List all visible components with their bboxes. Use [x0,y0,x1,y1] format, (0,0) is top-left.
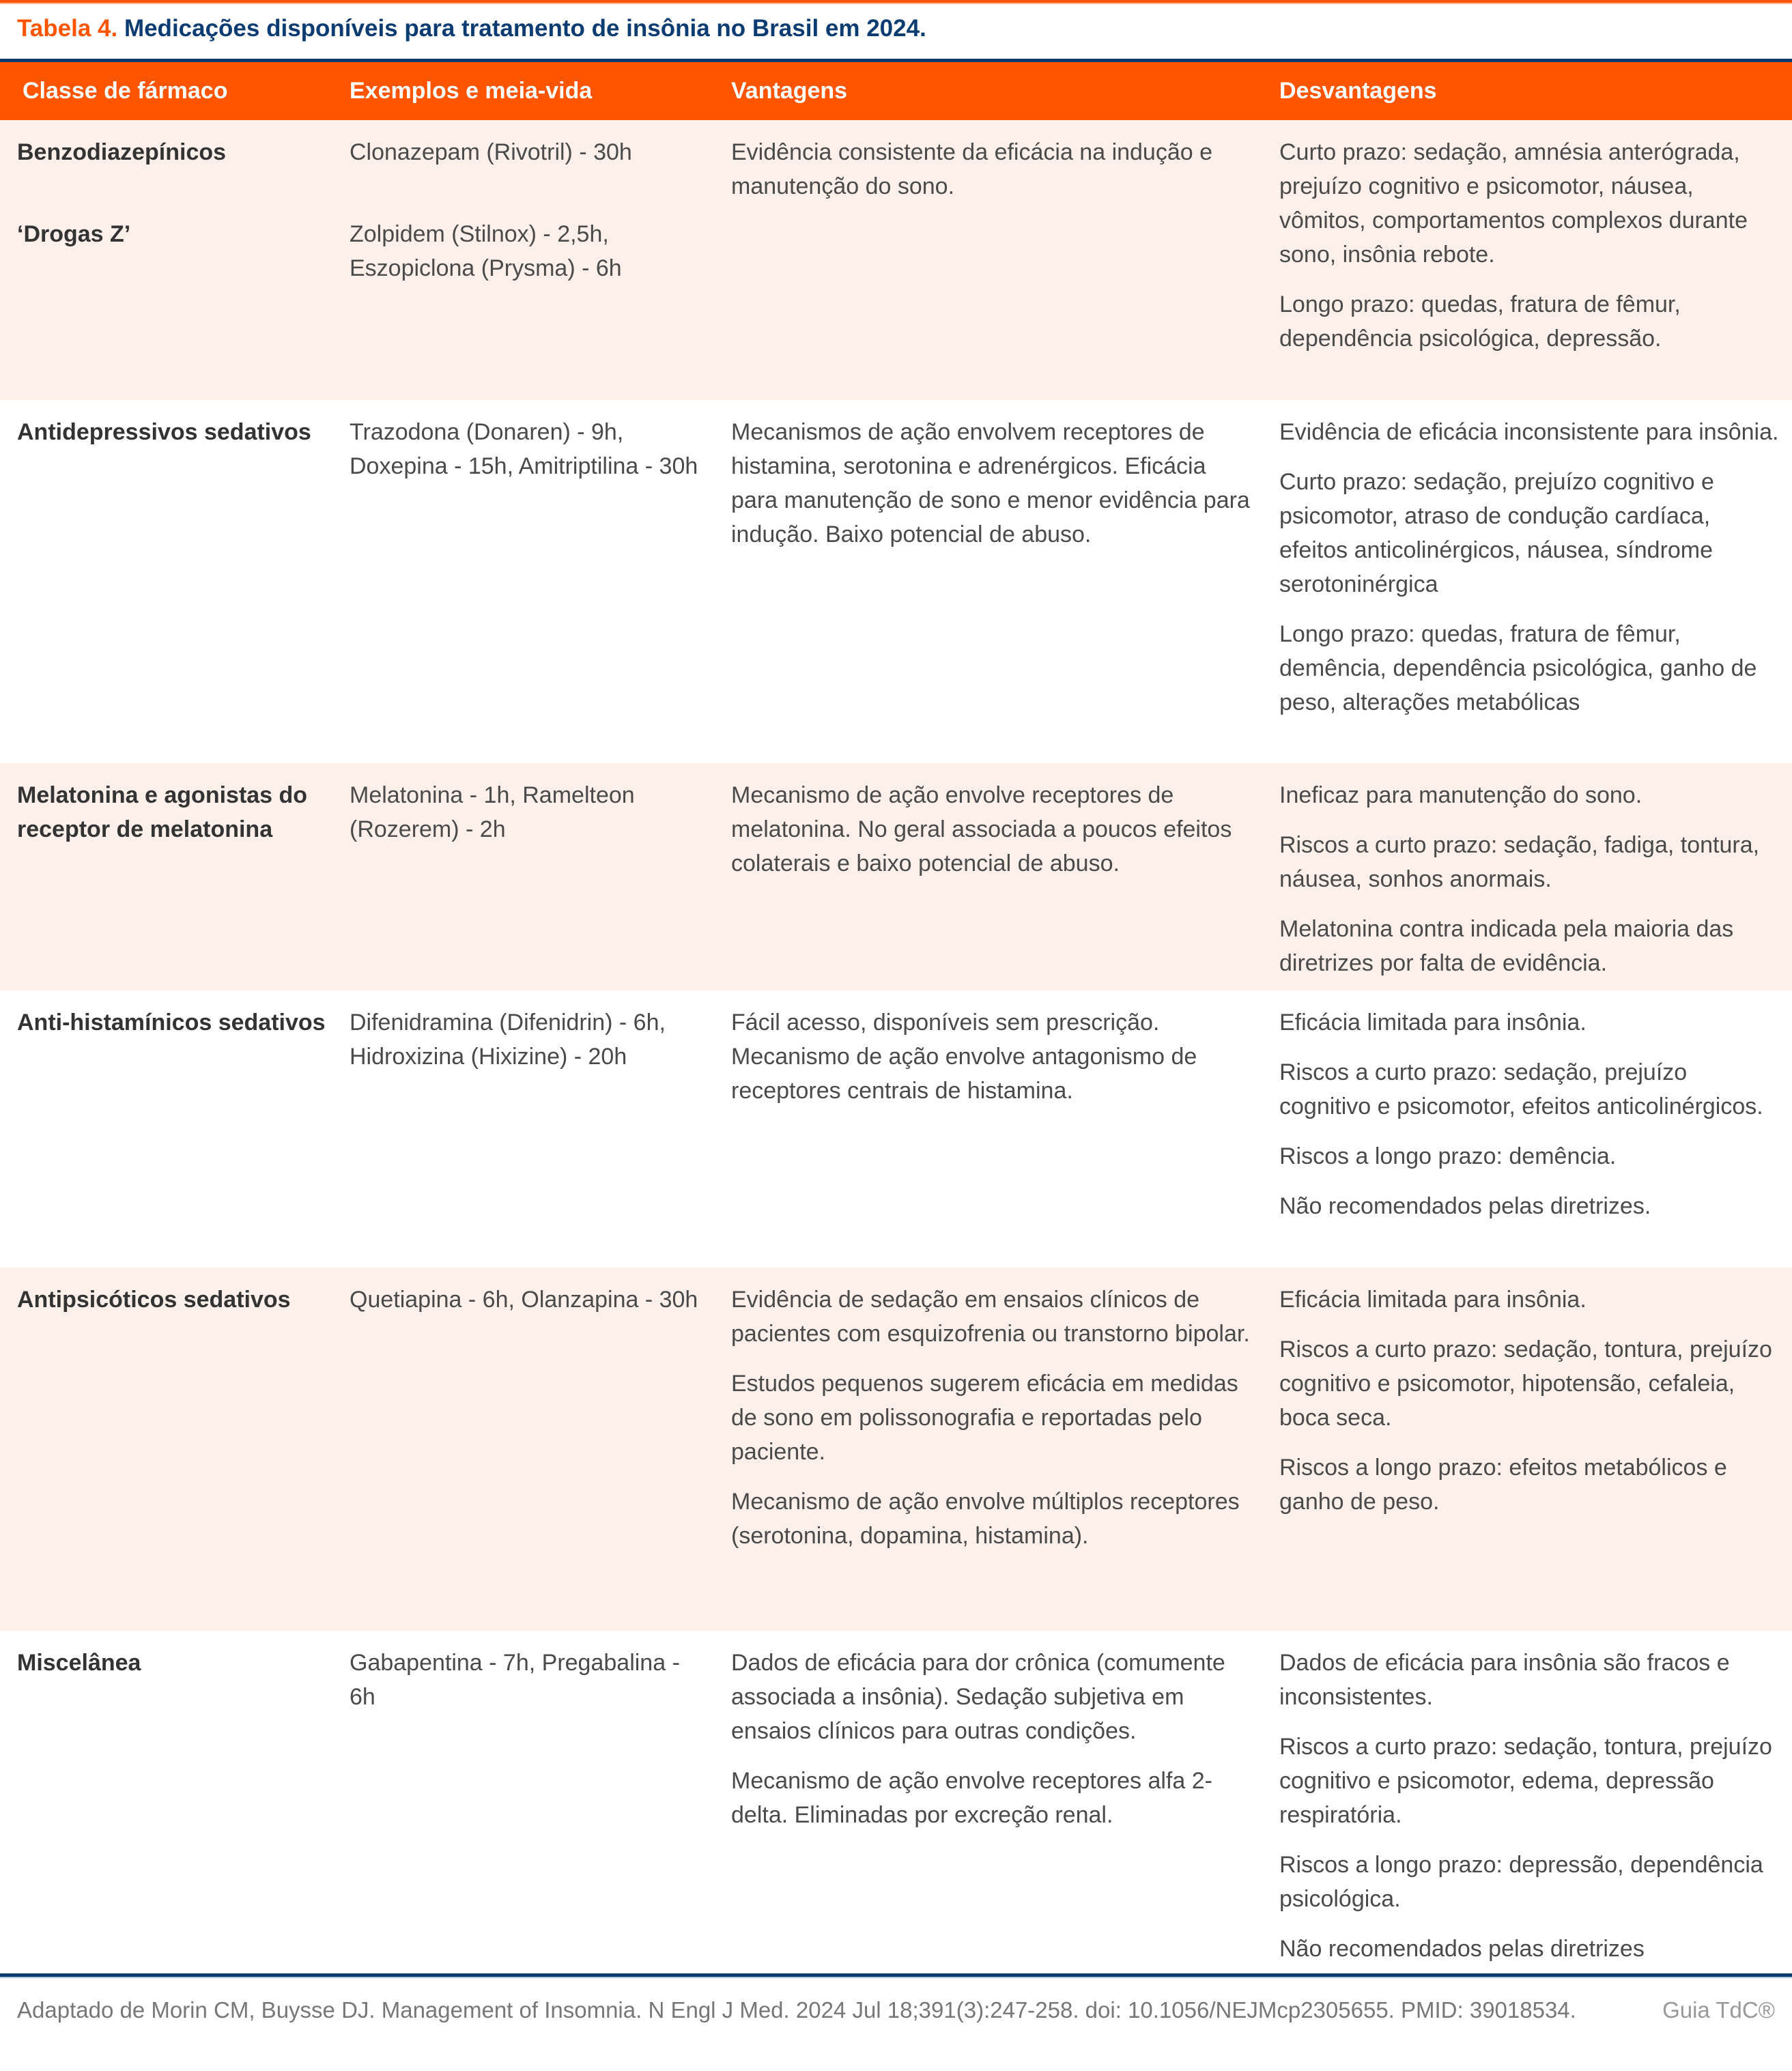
cell-paragraph: Riscos a curto prazo: sedação, tontura, … [1279,1337,1772,1431]
cell-paragraph: Miscelânea [17,1650,141,1676]
examples-cell: Trazodona (Donaren) - 9h, Doxepina - 15h… [350,415,705,499]
advantages-cell: Evidência de sedação em ensaios clínicos… [731,1283,1257,1569]
cell-paragraph: Curto prazo: sedação, prejuízo cognitivo… [1279,469,1714,597]
cell-paragraph: Não recomendados pelas diretrizes [1279,1936,1645,1962]
cell-paragraph: Riscos a longo prazo: depressão, dependê… [1279,1852,1763,1912]
cell-paragraph: Evidência de eficácia inconsistente para… [1279,419,1779,445]
table-header: Classe de fármaco Exemplos e meia-vida V… [0,62,1792,120]
cell-paragraph: Quetiapina - 6h, Olanzapina - 30h [350,1287,698,1313]
examples-cell: Quetiapina - 6h, Olanzapina - 30h [350,1283,705,1332]
cell-paragraph: Fácil acesso, disponíveis sem prescrição… [731,1010,1197,1104]
cell-paragraph: Clonazepam (Rivotril) - 30h [350,139,632,165]
disadvantages-cell: Eficácia limitada para insônia. Riscos a … [1279,1005,1784,1239]
advantages-cell: Mecanismos de ação envolvem receptores d… [731,415,1257,567]
class-cell: Anti-histamínicos sedativos [17,1005,331,1055]
cell-paragraph: Eficácia limitada para insônia. [1279,1010,1587,1036]
top-accent-bar [0,0,1792,3]
advantages-cell: Fácil acesso, disponíveis sem prescrição… [731,1005,1257,1124]
cell-paragraph: Zolpidem (Stilnox) - 2,5h, Eszopiclona (… [350,221,622,281]
cell-paragraph: Evidência consistente da eficácia na ind… [731,139,1213,199]
cell-paragraph: Antidepressivos sedativos [17,419,311,445]
examples-cell: Clonazepam (Rivotril) - 30h Zolpidem (Sti… [350,135,705,301]
title-divider [0,59,1792,62]
cell-paragraph: Melatonina contra indicada pela maioria … [1279,916,1734,976]
table-title: Tabela 4. Medicações disponíveis para tr… [17,15,926,42]
cell-paragraph: Eficácia limitada para insônia. [1279,1287,1587,1313]
cell-paragraph: Mecanismo de ação envolve receptores de … [731,782,1232,876]
header-advantages: Vantagens [731,78,848,104]
cell-paragraph: Riscos a curto prazo: sedação, tontura, … [1279,1734,1772,1828]
table-row: Benzodiazepínicos ‘Drogas Z’ Clonazepam (R… [0,120,1792,400]
cell-paragraph: Riscos a longo prazo: demência. [1279,1143,1617,1169]
disadvantages-cell: Ineficaz para manutenção do sono. Riscos … [1279,778,1784,996]
cell-paragraph: Longo prazo: quedas, fratura de fêmur, d… [1279,621,1757,715]
cell-paragraph: ‘Drogas Z’ [17,221,131,247]
class-cell: Antidepressivos sedativos [17,415,331,465]
header-disadvantages: Desvantagens [1279,78,1437,104]
cell-paragraph: Não recomendados pelas diretrizes. [1279,1193,1651,1219]
table-row: Anti-histamínicos sedativos Difenidramina… [0,990,1792,1268]
cell-paragraph: Melatonina e agonistas do receptor de me… [17,782,308,842]
table-row: Melatonina e agonistas do receptor de me… [0,763,1792,990]
cell-paragraph: Mecanismo de ação envolve receptores alf… [731,1768,1212,1828]
cell-paragraph: Riscos a curto prazo: sedação, fadiga, t… [1279,832,1760,892]
class-cell: Antipsicóticos sedativos [17,1283,331,1332]
class-cell: Miscelânea [17,1646,331,1696]
class-cell: Benzodiazepínicos ‘Drogas Z’ [17,135,331,267]
table-body: Benzodiazepínicos ‘Drogas Z’ Clonazepam (R… [0,120,1792,1973]
cell-paragraph: Mecanismos de ação envolvem receptores d… [731,419,1250,547]
table-row: Miscelânea Gabapentina - 7h, Pregabalina … [0,1631,1792,1973]
cell-paragraph: Anti-histamínicos sedativos [17,1010,326,1036]
cell-paragraph: Riscos a longo prazo: efeitos metabólico… [1279,1455,1727,1515]
cell-paragraph: Curto prazo: sedação, amnésia anterógrad… [1279,139,1748,268]
disadvantages-cell: Evidência de eficácia inconsistente para… [1279,415,1784,735]
class-cell: Melatonina e agonistas do receptor de me… [17,778,331,862]
cell-paragraph: Evidência de sedação em ensaios clínicos… [731,1287,1250,1347]
disadvantages-cell: Dados de eficácia para insônia são fraco… [1279,1646,1784,1982]
cell-paragraph: Benzodiazepínicos [17,139,227,165]
citation: Adaptado de Morin CM, Buysse DJ. Managem… [17,1997,1576,2023]
advantages-cell: Dados de eficácia para dor crônica (comu… [731,1646,1257,1848]
footer-divider-light [0,1977,1792,1978]
examples-cell: Melatonina - 1h, Ramelteon (Rozerem) - 2… [350,778,705,862]
cell-paragraph: Dados de eficácia para insônia são fraco… [1279,1650,1730,1710]
cell-paragraph: Difenidramina (Difenidrin) - 6h, Hidroxi… [350,1010,666,1070]
top-accent-bar-light [0,3,1792,4]
cell-paragraph: Dados de eficácia para dor crônica (comu… [731,1650,1225,1744]
header-class: Classe de fármaco [23,78,228,104]
cell-paragraph: Mecanismo de ação envolve múltiplos rece… [731,1489,1240,1549]
cell-paragraph: Trazodona (Donaren) - 9h, Doxepina - 15h… [350,419,698,479]
table-row: Antipsicóticos sedativos Quetiapina - 6h,… [0,1268,1792,1631]
header-examples: Exemplos e meia-vida [350,78,593,104]
table-caption: Medicações disponíveis para tratamento d… [124,15,926,42]
table-label: Tabela 4. [17,15,118,42]
advantages-cell: Mecanismo de ação envolve receptores de … [731,778,1257,896]
cell-paragraph: Riscos a curto prazo: sedação, prejuízo … [1279,1059,1763,1119]
advantages-cell: Evidência consistente da eficácia na ind… [731,135,1257,219]
disadvantages-cell: Eficácia limitada para insônia. Riscos a … [1279,1283,1784,1534]
table-row: Antidepressivos sedativos Trazodona (Dona… [0,400,1792,763]
brand-label: Guia TdC® [1662,1997,1775,2023]
examples-cell: Gabapentina - 7h, Pregabalina - 6h [350,1646,705,1730]
cell-paragraph: Gabapentina - 7h, Pregabalina - 6h [350,1650,680,1710]
examples-cell: Difenidramina (Difenidrin) - 6h, Hidroxi… [350,1005,705,1089]
cell-paragraph: Estudos pequenos sugerem eficácia em med… [731,1371,1238,1465]
cell-paragraph: Ineficaz para manutenção do sono. [1279,782,1642,808]
cell-paragraph: Longo prazo: quedas, fratura de fêmur, d… [1279,291,1681,352]
cell-paragraph: Antipsicóticos sedativos [17,1287,291,1313]
disadvantages-cell: Curto prazo: sedação, amnésia anterógrad… [1279,135,1784,371]
cell-paragraph: Melatonina - 1h, Ramelteon (Rozerem) - 2… [350,782,635,842]
footer-divider [0,1973,1792,1977]
